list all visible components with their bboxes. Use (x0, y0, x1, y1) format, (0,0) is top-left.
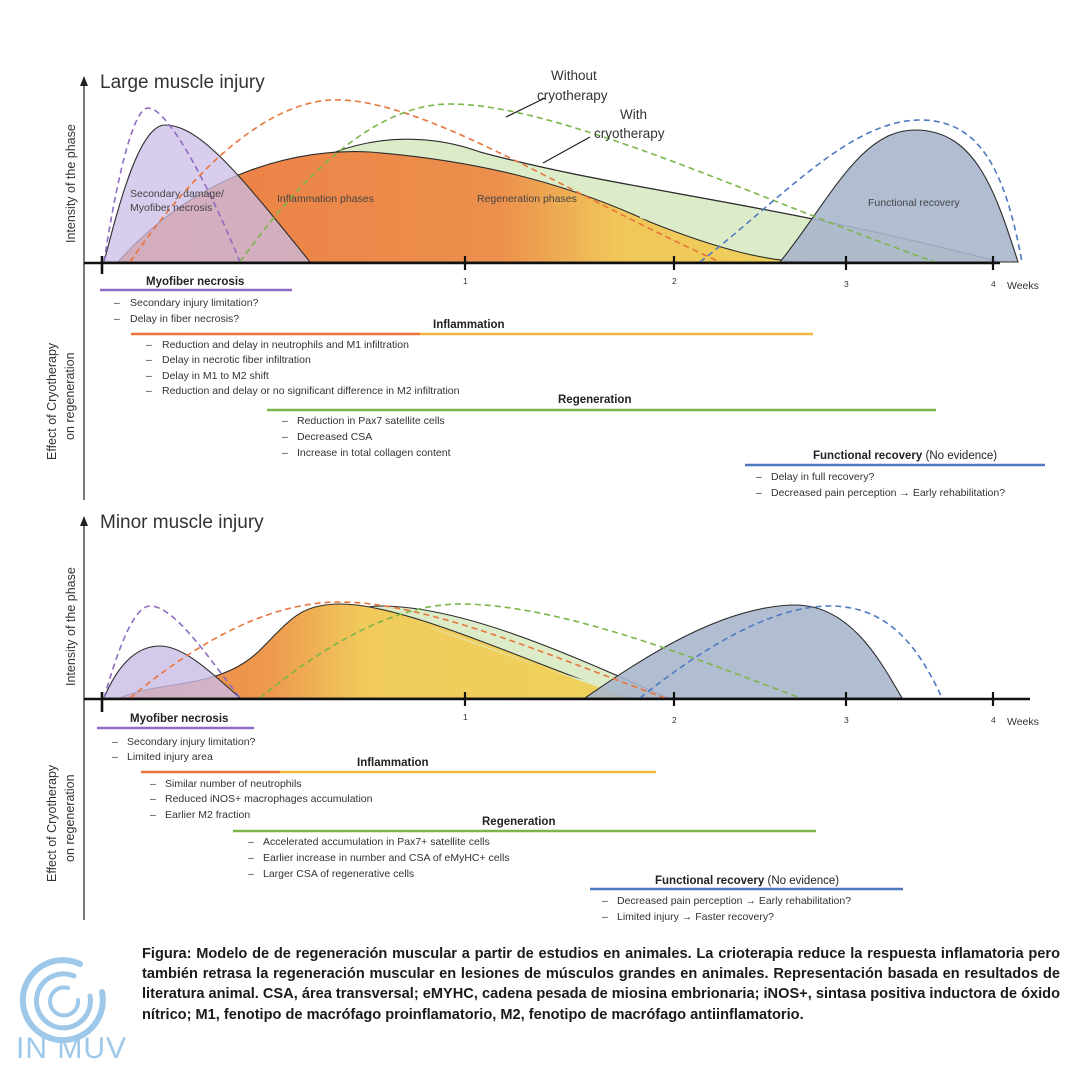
effect-item: Similar number of neutrophils (165, 778, 302, 790)
bullet-dash: – (150, 793, 156, 805)
bullet-dash: – (150, 778, 156, 790)
bullet-dash: – (248, 852, 254, 864)
bullet-dash: – (282, 431, 288, 443)
effect-item: Earlier M2 fraction (165, 809, 250, 821)
x-tick-label: 4 (991, 715, 996, 725)
logo-wordmark: IN MUV (16, 1032, 127, 1065)
inmuv-logo-icon (19, 957, 106, 1044)
figure-caption: Figura: Modelo de de regeneración muscul… (142, 946, 1060, 1023)
effect-item: Limited injury → Faster recovery? (617, 911, 774, 923)
effect-item: Larger CSA of regenerative cells (263, 868, 414, 880)
y-axis-arrow (80, 516, 88, 526)
effect-heading-regeneration: Regeneration (482, 816, 556, 828)
necrosis-phase-label-1: Secondary damage/ (130, 188, 224, 200)
bullet-dash: – (282, 447, 288, 459)
bullet-dash: – (756, 487, 762, 499)
bullet-dash: – (602, 911, 608, 923)
bullet-dash: – (146, 385, 152, 397)
effect-heading-necrosis: Myofiber necrosis (130, 713, 228, 725)
effect-item: Secondary injury limitation? (127, 736, 256, 748)
bullet-dash: – (114, 313, 120, 325)
effect-heading-recovery: Functional recovery (No evidence) (655, 875, 839, 887)
effect-item: Decreased pain perception → Early rehabi… (617, 895, 851, 907)
effect-axis-label-1: Effect of Cryotherapy (45, 342, 59, 460)
callout-with-line1: With (620, 107, 647, 122)
inflammation-phase-label: Inflammation phases (277, 193, 374, 205)
callout-without-line1: Without (551, 68, 597, 83)
necrosis-dashed-curve (103, 107, 241, 263)
necrosis-phase-label-2: Myofiber necrosis (130, 202, 212, 214)
inflammation-dashed-curve (129, 601, 666, 699)
effect-heading-necrosis: Myofiber necrosis (146, 276, 244, 288)
effect-axis-label-2: on regeneration (63, 352, 77, 440)
recovery-dashed-curve (639, 605, 943, 699)
effect-item: Decreased CSA (297, 431, 372, 443)
recovery-area (583, 604, 903, 699)
bullet-dash: – (112, 751, 118, 763)
panel-title: Large muscle injury (100, 72, 265, 93)
bullet-dash: – (146, 354, 152, 366)
effect-item: Reduction in Pax7 satellite cells (297, 415, 445, 427)
effect-item: Delay in M1 to M2 shift (162, 370, 269, 382)
callout-without-pointer (505, 97, 546, 118)
effect-heading-regeneration: Regeneration (558, 394, 632, 406)
effect-heading-recovery: Functional recovery (No evidence) (813, 450, 997, 462)
y-axis-label: Intensity of the phase (64, 124, 78, 243)
effect-item: Reduction and delay or no significant di… (162, 385, 460, 397)
x-axis-unit: Weeks (1007, 280, 1039, 292)
recovery-phase-label: Functional recovery (868, 197, 960, 209)
x-tick-label: 3 (844, 715, 849, 725)
x-tick-label: 2 (672, 715, 677, 725)
panel-minor-injury: Minor muscle injury Intensity of the pha… (45, 512, 1039, 923)
regeneration-dashed-curve (259, 603, 801, 699)
regeneration-phase-label: Regeneration phases (477, 193, 577, 205)
effect-item: Limited injury area (127, 751, 213, 763)
panel-title: Minor muscle injury (100, 512, 264, 533)
necrosis-dashed-curve (103, 605, 241, 699)
y-axis-label: Intensity of the phase (64, 567, 78, 686)
callout-with-pointer (542, 136, 591, 164)
bullet-dash: – (282, 415, 288, 427)
bullet-dash: – (114, 297, 120, 309)
effect-heading-inflammation: Inflammation (357, 757, 429, 769)
effect-item: Increase in total collagen content (297, 447, 451, 459)
necrosis-area (103, 645, 242, 699)
x-tick-label: 4 (991, 279, 996, 289)
effect-item: Accelerated accumulation in Pax7+ satell… (263, 836, 490, 848)
bullet-dash: – (602, 895, 608, 907)
effect-axis-label-2: on regeneration (63, 774, 77, 862)
bullet-dash: – (248, 836, 254, 848)
bullet-dash: – (150, 809, 156, 821)
x-tick-label: 3 (844, 279, 849, 289)
recovery-area (778, 129, 1019, 263)
x-tick-label: 1 (463, 276, 468, 286)
panel-large-injury: Large muscle injury Intensity of the pha… (45, 68, 1045, 500)
bullet-dash: – (112, 736, 118, 748)
inflammation-regeneration-area (116, 151, 811, 263)
bullet-dash: – (248, 868, 254, 880)
x-tick-label: 1 (463, 712, 468, 722)
effect-item: Delay in necrotic fiber infiltration (162, 354, 311, 366)
effect-item: Earlier increase in number and CSA of eM… (263, 852, 510, 864)
inflammation-dashed-curve (129, 99, 721, 263)
bullet-dash: – (146, 339, 152, 351)
x-axis-unit: Weeks (1007, 716, 1039, 728)
effect-axis-label-1: Effect of Cryotherapy (45, 764, 59, 882)
effect-item: Delay in full recovery? (771, 471, 874, 483)
effect-item: Decreased pain perception → Early rehabi… (771, 487, 1005, 499)
effect-item: Delay in fiber necrosis? (130, 313, 239, 325)
regeneration-dashed-curve (239, 103, 936, 263)
effect-item: Reduced iNOS+ macrophages accumulation (165, 793, 373, 805)
y-axis-arrow (80, 76, 88, 86)
callout-without-line2: cryotherapy (537, 88, 608, 103)
x-tick-label: 2 (672, 276, 677, 286)
effect-item: Secondary injury limitation? (130, 297, 259, 309)
effect-item: Reduction and delay in neutrophils and M… (162, 339, 409, 351)
bullet-dash: – (146, 370, 152, 382)
callout-with-line2: cryotherapy (594, 126, 665, 141)
bullet-dash: – (756, 471, 762, 483)
effect-heading-inflammation: Inflammation (433, 319, 505, 331)
